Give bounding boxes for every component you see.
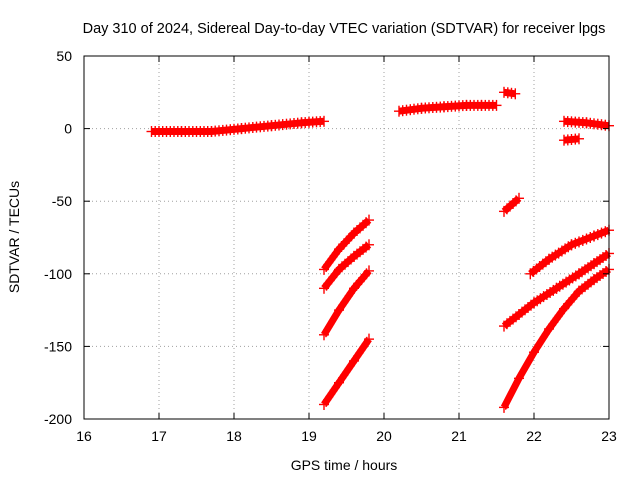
y-tick-label: -200	[44, 411, 72, 427]
series-arc-2	[319, 239, 374, 294]
series-band-near-zero-1	[146, 115, 329, 137]
chart-title: Day 310 of 2024, Sidereal Day-to-day VTE…	[83, 21, 606, 37]
data-series	[146, 86, 614, 413]
series-arc-4	[319, 333, 374, 410]
y-axis-label: SDTVAR / TECUs	[6, 181, 22, 293]
y-tick-label: 0	[64, 121, 72, 137]
x-tick-label: 21	[451, 428, 467, 444]
series-band-near-zero-2	[394, 99, 502, 117]
x-tick-label: 19	[301, 428, 317, 444]
series-arc-3	[319, 265, 374, 341]
x-tick-label: 23	[601, 428, 617, 444]
y-tick-label: -150	[44, 338, 72, 354]
x-axis-label: GPS time / hours	[291, 457, 398, 473]
x-tick-label: 18	[226, 428, 242, 444]
y-tick-label: -50	[52, 193, 72, 209]
x-tick-label: 20	[376, 428, 392, 444]
plot-frame	[83, 55, 610, 420]
x-tick-label: 17	[151, 428, 167, 444]
axis-ticks: 16 17 18 19 20 21 22 23 50 0 -50 -100 -150 -200	[44, 48, 617, 444]
series-short-arc-1	[499, 86, 521, 100]
y-tick-label: -100	[44, 266, 72, 282]
series-arc-5	[499, 192, 524, 217]
grid	[84, 56, 609, 419]
series-line	[321, 337, 372, 407]
y-tick-label: 50	[56, 48, 72, 64]
series-short-arc-3	[559, 133, 584, 146]
series-arc-6	[525, 224, 614, 280]
x-tick-label: 22	[526, 428, 542, 444]
x-tick-label: 16	[76, 428, 92, 444]
series-arc-1	[319, 214, 374, 275]
series-arc-8	[499, 263, 614, 413]
series-short-arc-2	[559, 115, 614, 132]
